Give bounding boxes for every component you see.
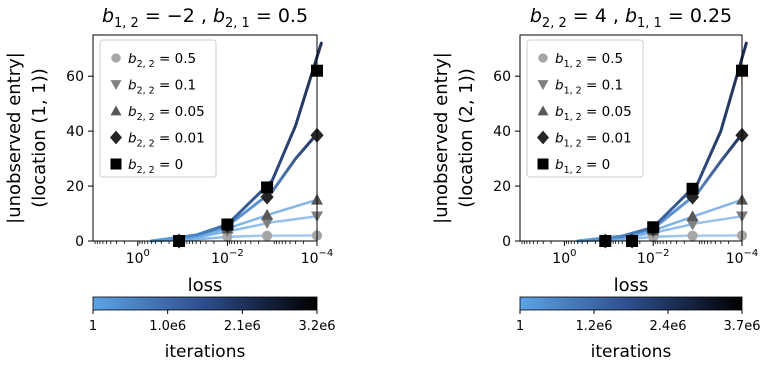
- data-point: [687, 230, 698, 241]
- legend-marker: [110, 158, 122, 170]
- y-tick-label: 0: [75, 234, 84, 250]
- legend-marker: [537, 158, 549, 170]
- series-line: [576, 41, 748, 243]
- data-point: [261, 218, 274, 230]
- axes-frame: [519, 34, 743, 242]
- x-axis-label: loss: [614, 275, 649, 296]
- legend-entry: b2, 2 = 0.05: [128, 104, 205, 123]
- legend-entry: b1, 2 = 0.1: [555, 78, 623, 97]
- y-tick-label: 0: [502, 234, 511, 250]
- y-axis-label: (location (1, 1)): [29, 68, 50, 208]
- data-point: [647, 221, 660, 234]
- colorbar-label: iterations: [165, 342, 246, 362]
- colorbar-tick-label: 1: [89, 319, 97, 334]
- x-tick-label: 10−2: [211, 248, 244, 267]
- colorbar-label: iterations: [591, 342, 672, 362]
- data-point: [261, 208, 274, 220]
- y-tick-label: 60: [66, 69, 84, 85]
- colorbar-tick-label: 3.2e6: [299, 319, 336, 334]
- colorbar-tick-label: 2.4e6: [650, 319, 687, 334]
- axes-frame: [92, 34, 318, 242]
- legend: b1, 2 = 0.5 b1, 2 = 0.1 b1, 2 = 0.05 b1, 2 …: [526, 39, 644, 178]
- legend-frame: [526, 39, 644, 178]
- legend-marker: [110, 80, 122, 90]
- chart-title: b1, 2 = −2 , b2, 1 = 0.5: [102, 5, 308, 31]
- data-point: [686, 182, 699, 195]
- legend-marker: [109, 130, 123, 145]
- colorbar-tick-label: 2.1e6: [224, 319, 261, 334]
- legend-entry: b1, 2 = 0: [555, 157, 610, 176]
- y-axis-label: |unobserved entry|: [431, 52, 452, 224]
- colorbar: 1 1.0e6 2.1e6 3.2e6 iterations: [89, 296, 336, 362]
- data-point: [221, 218, 234, 231]
- legend-marker: [111, 53, 121, 63]
- legend-entry: b2, 2 = 0.1: [128, 78, 196, 97]
- legend-marker: [537, 80, 549, 90]
- y-tick-label: 20: [493, 179, 511, 195]
- colorbar: 1 1.2e6 2.4e6 3.7e6 iterations: [516, 296, 761, 362]
- legend-entry: b1, 2 = 0.5: [555, 51, 623, 70]
- x-tick-label: 10−2: [637, 248, 670, 267]
- y-tick-label: 40: [66, 124, 84, 140]
- panel-2: b2, 2 = 4 , b1, 1 = 0.25 |unobserved entr…: [431, 5, 760, 362]
- legend-marker: [536, 130, 550, 145]
- y-axis-label: |unobserved entry|: [4, 52, 25, 224]
- legend-entry: b2, 2 = 0: [128, 157, 183, 176]
- x-tick-label: 10−4: [726, 248, 759, 267]
- x-tick-label: 100: [552, 248, 576, 267]
- legend: b2, 2 = 0.5 b2, 2 = 0.1 b2, 2 = 0.05 b2, 2 …: [99, 39, 217, 178]
- y-tick-label: 40: [493, 124, 511, 140]
- y-axis-label: (location (2, 1)): [456, 68, 477, 208]
- legend-marker: [537, 105, 549, 116]
- data-point: [686, 219, 699, 231]
- x-axis-label: loss: [188, 275, 223, 296]
- legend-marker: [538, 53, 548, 63]
- legend-entry: b2, 2 = 0.01: [128, 131, 205, 150]
- colorbar-tick-label: 1: [516, 319, 524, 334]
- x-tick-label: 100: [126, 248, 150, 267]
- y-tick-label: 60: [493, 69, 511, 85]
- colorbar-tick-label: 3.7e6: [724, 319, 761, 334]
- x-tick-label: 10−4: [301, 248, 334, 267]
- y-tick-label: 20: [66, 179, 84, 195]
- legend-entry: b1, 2 = 0.05: [555, 104, 632, 123]
- data-point: [261, 230, 273, 241]
- legend-entry: b2, 2 = 0.5: [128, 51, 196, 70]
- data-point: [686, 210, 699, 222]
- series-line: [149, 41, 323, 243]
- colorbar-gradient: [519, 296, 743, 311]
- chart-title: b2, 2 = 4 , b1, 1 = 0.25: [530, 5, 732, 31]
- colorbar-tick-label: 1.0e6: [149, 319, 186, 334]
- legend-frame: [99, 39, 217, 178]
- legend-entry: b1, 2 = 0.01: [555, 131, 632, 150]
- colorbar-gradient: [92, 296, 318, 311]
- colorbar-tick-label: 1.2e6: [576, 319, 613, 334]
- data-point: [261, 181, 274, 194]
- legend-marker: [110, 105, 122, 116]
- panel-1: b1, 2 = −2 , b2, 1 = 0.5 |unobserved entr…: [4, 5, 335, 362]
